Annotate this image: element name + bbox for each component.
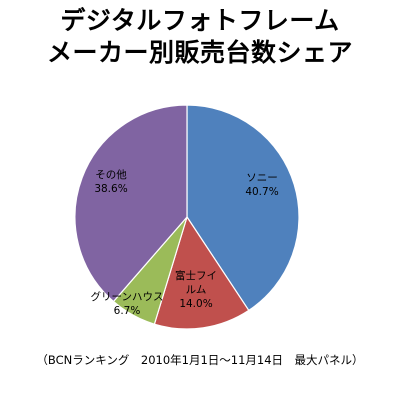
data-label-other-value: 38.6% xyxy=(94,183,127,195)
data-label-fujifilm-name: ルム xyxy=(186,284,207,296)
data-label-fujifilm-name: 富士フイ xyxy=(175,269,217,282)
data-label-fujifilm-value: 14.0% xyxy=(179,298,212,310)
chart-title-line-1: デジタルフォトフレーム xyxy=(60,6,340,35)
footnote: （BCNランキング 2010年1月1日～11月14日 最大パネル） xyxy=(36,353,364,367)
data-label-sony-name: ソニー xyxy=(246,172,278,184)
data-label-other-name: その他 xyxy=(95,168,127,181)
data-label-greenhouse-value: 6.7% xyxy=(114,305,141,317)
data-label-sony-value: 40.7% xyxy=(245,186,278,198)
chart-title-line-2: メーカー別販売台数シェア xyxy=(46,38,353,67)
pie-slice-fujifilm xyxy=(153,215,250,330)
data-label-greenhouse-name: グリーンハウス xyxy=(91,290,164,303)
pie-slice-other xyxy=(74,104,188,303)
